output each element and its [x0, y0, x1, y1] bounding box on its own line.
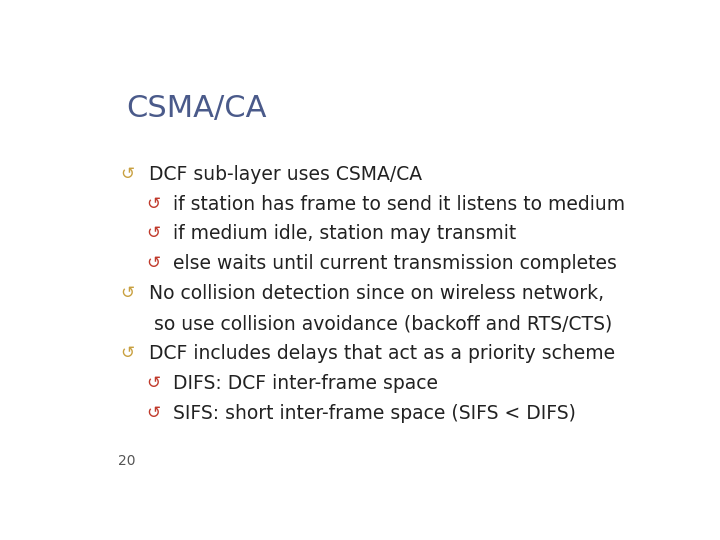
Text: ↺: ↺ — [145, 404, 160, 422]
Text: DCF sub-layer uses CSMA/CA: DCF sub-layer uses CSMA/CA — [148, 165, 422, 184]
Text: so use collision avoidance (backoff and RTS/CTS): so use collision avoidance (backoff and … — [154, 314, 613, 333]
Text: ↺: ↺ — [145, 374, 160, 392]
Text: else waits until current transmission completes: else waits until current transmission co… — [173, 254, 616, 273]
Text: 20: 20 — [118, 454, 135, 468]
Text: DCF includes delays that act as a priority scheme: DCF includes delays that act as a priori… — [148, 344, 615, 363]
Text: ↺: ↺ — [121, 285, 135, 302]
Text: if station has frame to send it listens to medium: if station has frame to send it listens … — [173, 194, 625, 213]
Text: ↺: ↺ — [145, 194, 160, 213]
FancyBboxPatch shape — [84, 60, 654, 485]
Text: DIFS: DCF inter-frame space: DIFS: DCF inter-frame space — [173, 374, 438, 393]
Text: ↺: ↺ — [121, 165, 135, 183]
Text: SIFS: short inter-frame space (SIFS < DIFS): SIFS: short inter-frame space (SIFS < DI… — [173, 404, 575, 423]
Text: CSMA/CA: CSMA/CA — [126, 94, 267, 123]
Text: ↺: ↺ — [145, 254, 160, 272]
Text: No collision detection since on wireless network,: No collision detection since on wireless… — [148, 285, 603, 303]
Text: if medium idle, station may transmit: if medium idle, station may transmit — [173, 225, 516, 244]
Text: ↺: ↺ — [121, 344, 135, 362]
Text: ↺: ↺ — [145, 225, 160, 242]
